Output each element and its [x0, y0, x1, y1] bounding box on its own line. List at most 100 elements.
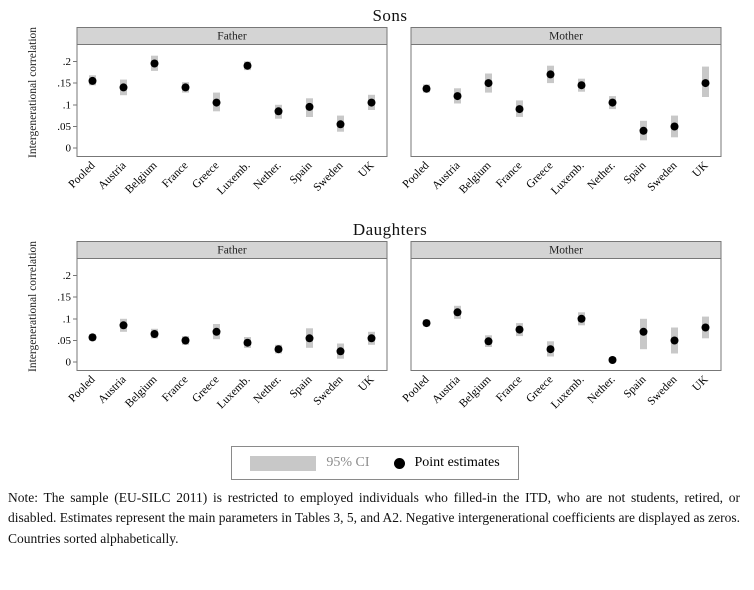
point-marker	[701, 79, 710, 88]
point-marker	[422, 319, 431, 328]
point-marker	[243, 61, 252, 70]
point-marker	[453, 92, 462, 101]
x-tick-label: UK	[356, 373, 377, 394]
point-marker	[639, 327, 648, 336]
point-marker	[274, 345, 283, 354]
point-marker	[701, 323, 710, 332]
x-tick-label: Belgium	[457, 160, 494, 197]
point-marker	[515, 325, 524, 334]
panel-header-label: Mother	[549, 245, 583, 257]
y-tick-label: 0	[66, 143, 72, 155]
point-marker	[150, 59, 159, 68]
point-marker	[274, 107, 283, 116]
point-marker	[88, 333, 97, 342]
x-tick-label: Belgium	[123, 160, 160, 197]
plot-area	[76, 44, 388, 157]
point-marker	[181, 336, 190, 345]
ci-swatch	[250, 455, 317, 471]
sons-row: Intergenerational correlation Father 0 .05…	[4, 27, 746, 218]
y-tick-label: .15	[57, 78, 71, 90]
y-tick-label: .2	[63, 56, 71, 68]
x-tick-label: Nether.	[251, 160, 283, 192]
point-marker	[484, 79, 493, 88]
point-marker	[150, 330, 159, 338]
x-tick-label: Pooled	[401, 373, 432, 404]
panel-header-label: Father	[217, 245, 247, 257]
point-marker	[367, 334, 376, 343]
y-tick-label: .2	[63, 270, 71, 282]
x-tick-label: Spain	[288, 373, 315, 400]
x-tick-label: Luxemb.	[215, 374, 253, 412]
point-marker	[212, 327, 221, 336]
point-marker	[639, 126, 648, 135]
x-tick-label: Pooled	[67, 159, 98, 190]
x-tick-label: Nether.	[585, 374, 617, 406]
x-tick-label: UK	[690, 373, 711, 394]
y-tick-label: .15	[57, 292, 71, 304]
x-tick-label: Pooled	[401, 159, 432, 190]
x-tick-label: France	[160, 160, 191, 191]
x-tick-label: Belgium	[457, 374, 494, 411]
point-marker	[546, 345, 555, 354]
point-marker	[305, 334, 314, 343]
daughters-title: Daughters	[352, 220, 428, 239]
x-tick-label: Spain	[622, 373, 649, 400]
point-marker	[546, 70, 555, 79]
x-tick-label: France	[494, 374, 525, 405]
x-tick-label: Spain	[622, 159, 649, 186]
ci-label: 95% CI	[326, 455, 370, 470]
plot-area	[410, 258, 722, 371]
daughters-row: Intergenerational correlation Father 0 .05…	[4, 241, 746, 432]
y-tick-label: .05	[57, 121, 71, 133]
point-marker	[608, 98, 617, 107]
x-tick-label: Nether.	[585, 160, 617, 192]
x-tick-label: Sweden	[645, 373, 679, 407]
x-tick-label: Sweden	[311, 373, 345, 407]
point-marker	[577, 314, 586, 323]
sons-figure: Sons Intergenerational correlation Fathe…	[4, 6, 746, 218]
x-tick-label: Sweden	[311, 159, 345, 193]
x-tick-label: Luxemb.	[549, 160, 587, 198]
point-marker	[243, 338, 252, 347]
x-tick-label: UK	[356, 159, 377, 180]
point-marker	[367, 98, 376, 107]
y-tick-label: .1	[63, 313, 71, 325]
point-marker	[453, 308, 462, 317]
legend-box: 95% CI Point estimates	[231, 446, 519, 480]
y-axis-label-sons: Intergenerational correlation	[27, 26, 39, 158]
y-tick-label: .1	[63, 99, 71, 111]
point-marker	[515, 105, 524, 114]
point-marker	[670, 122, 679, 131]
x-tick-label: Sweden	[645, 159, 679, 193]
daughters-figure: Daughters Intergenerational correlation …	[4, 220, 746, 432]
note-text: Note: The sample (EU-SILC 2011) is restr…	[8, 490, 740, 546]
point-marker	[484, 337, 493, 346]
point-estimates-label: Point estimates	[414, 455, 500, 470]
daughters-panels: Father 0.05.1.15.2 Pooled Austria Belgium Fra…	[39, 241, 723, 432]
x-tick-label: Spain	[288, 159, 315, 186]
point-marker	[608, 356, 617, 364]
point-marker	[181, 83, 190, 92]
point-marker	[336, 347, 345, 356]
point-marker	[305, 102, 314, 111]
sons-title: Sons	[372, 6, 408, 25]
x-tick-label: France	[494, 160, 525, 191]
plot-area	[76, 258, 388, 371]
panel-header-label: Mother	[549, 31, 583, 43]
point-marker	[577, 81, 586, 90]
x-tick-label: Luxemb.	[549, 374, 587, 412]
point-marker	[88, 76, 97, 85]
y-tick-label: 0	[66, 357, 72, 369]
x-tick-label: Pooled	[67, 373, 98, 404]
x-tick-label: Belgium	[123, 374, 160, 411]
y-tick-label: .05	[57, 335, 71, 347]
point-marker	[422, 84, 431, 93]
point-marker	[212, 98, 221, 107]
x-tick-label: UK	[690, 159, 711, 180]
sons-panels: Father 0.05.1.15.2 Pooled Austria Belgium Fra…	[39, 27, 723, 218]
